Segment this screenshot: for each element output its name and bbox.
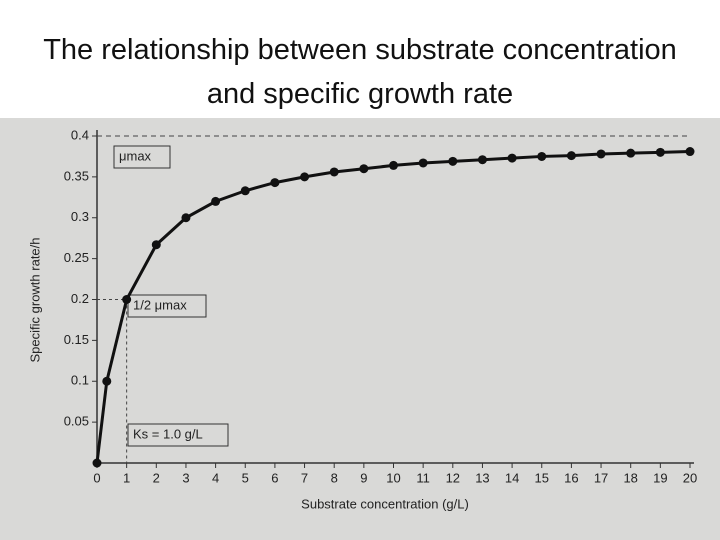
- x-tick-label: 15: [535, 470, 549, 485]
- data-point: [270, 178, 280, 188]
- data-point: [537, 151, 547, 161]
- y-tick-label: 0.35: [64, 168, 89, 183]
- x-tick-label: 17: [594, 470, 608, 485]
- y-tick-label: 0.05: [64, 414, 89, 429]
- annotation-box: [127, 423, 229, 447]
- data-point: [102, 376, 112, 386]
- annotation-box: [127, 294, 207, 318]
- y-tick-label: 0.2: [71, 291, 89, 306]
- y-tick-label: 0.25: [64, 250, 89, 265]
- data-point: [389, 160, 398, 170]
- x-tick-label: 0: [93, 470, 100, 485]
- x-tick-label: 5: [242, 470, 249, 485]
- x-tick-label: 6: [271, 470, 278, 485]
- series-line: [95, 150, 691, 464]
- data-point: [122, 295, 132, 304]
- y-axis-label: Specific growth rate/h: [27, 237, 42, 362]
- x-tick-label: 19: [653, 470, 667, 485]
- x-tick-label: 20: [683, 470, 697, 485]
- x-tick-label: 3: [182, 470, 189, 485]
- data-point: [507, 153, 517, 163]
- x-tick-label: 18: [623, 470, 637, 485]
- x-tick-label: 4: [212, 470, 219, 485]
- x-tick-label: 1: [123, 470, 130, 485]
- x-tick-label: 7: [301, 470, 308, 485]
- x-tick-label: 10: [386, 470, 400, 485]
- data-point: [211, 196, 221, 206]
- data-point: [566, 151, 576, 161]
- x-tick-label: 12: [446, 470, 460, 485]
- y-tick-label: 0.4: [71, 127, 89, 142]
- x-tick-label: 16: [564, 470, 578, 485]
- data-point: [596, 149, 606, 159]
- x-tick-label: 11: [416, 470, 430, 485]
- data-point: [626, 148, 636, 158]
- annotation: Ks = 1.0 g/L: [133, 426, 203, 441]
- data-point: [448, 156, 458, 166]
- data-point: [92, 458, 102, 468]
- annotation-box: [113, 145, 171, 169]
- x-tick-label: 2: [153, 470, 160, 485]
- y-tick-label: 0.15: [64, 332, 89, 347]
- x-tick-label: 8: [331, 470, 338, 485]
- data-point: [300, 172, 310, 182]
- x-tick-label: 14: [505, 470, 519, 485]
- x-tick-label: 9: [360, 470, 367, 485]
- annotation: μmax: [119, 148, 152, 163]
- data-point: [655, 147, 665, 157]
- data-point: [359, 164, 369, 174]
- data-point: [418, 158, 428, 168]
- slide-title: The relationship between substrate conce…: [43, 34, 677, 110]
- data-point: [477, 155, 487, 165]
- annotation: 1/2 μmax: [133, 297, 187, 312]
- y-tick-label: 0.1: [71, 373, 89, 388]
- data-point: [151, 240, 161, 250]
- x-axis-label: Substrate concentration (g/L): [301, 496, 469, 511]
- data-point: [685, 147, 695, 157]
- data-point: [181, 213, 191, 223]
- y-tick-label: 0.3: [71, 209, 89, 224]
- data-point: [329, 167, 339, 177]
- x-tick-label: 13: [475, 470, 489, 485]
- data-point: [240, 186, 250, 196]
